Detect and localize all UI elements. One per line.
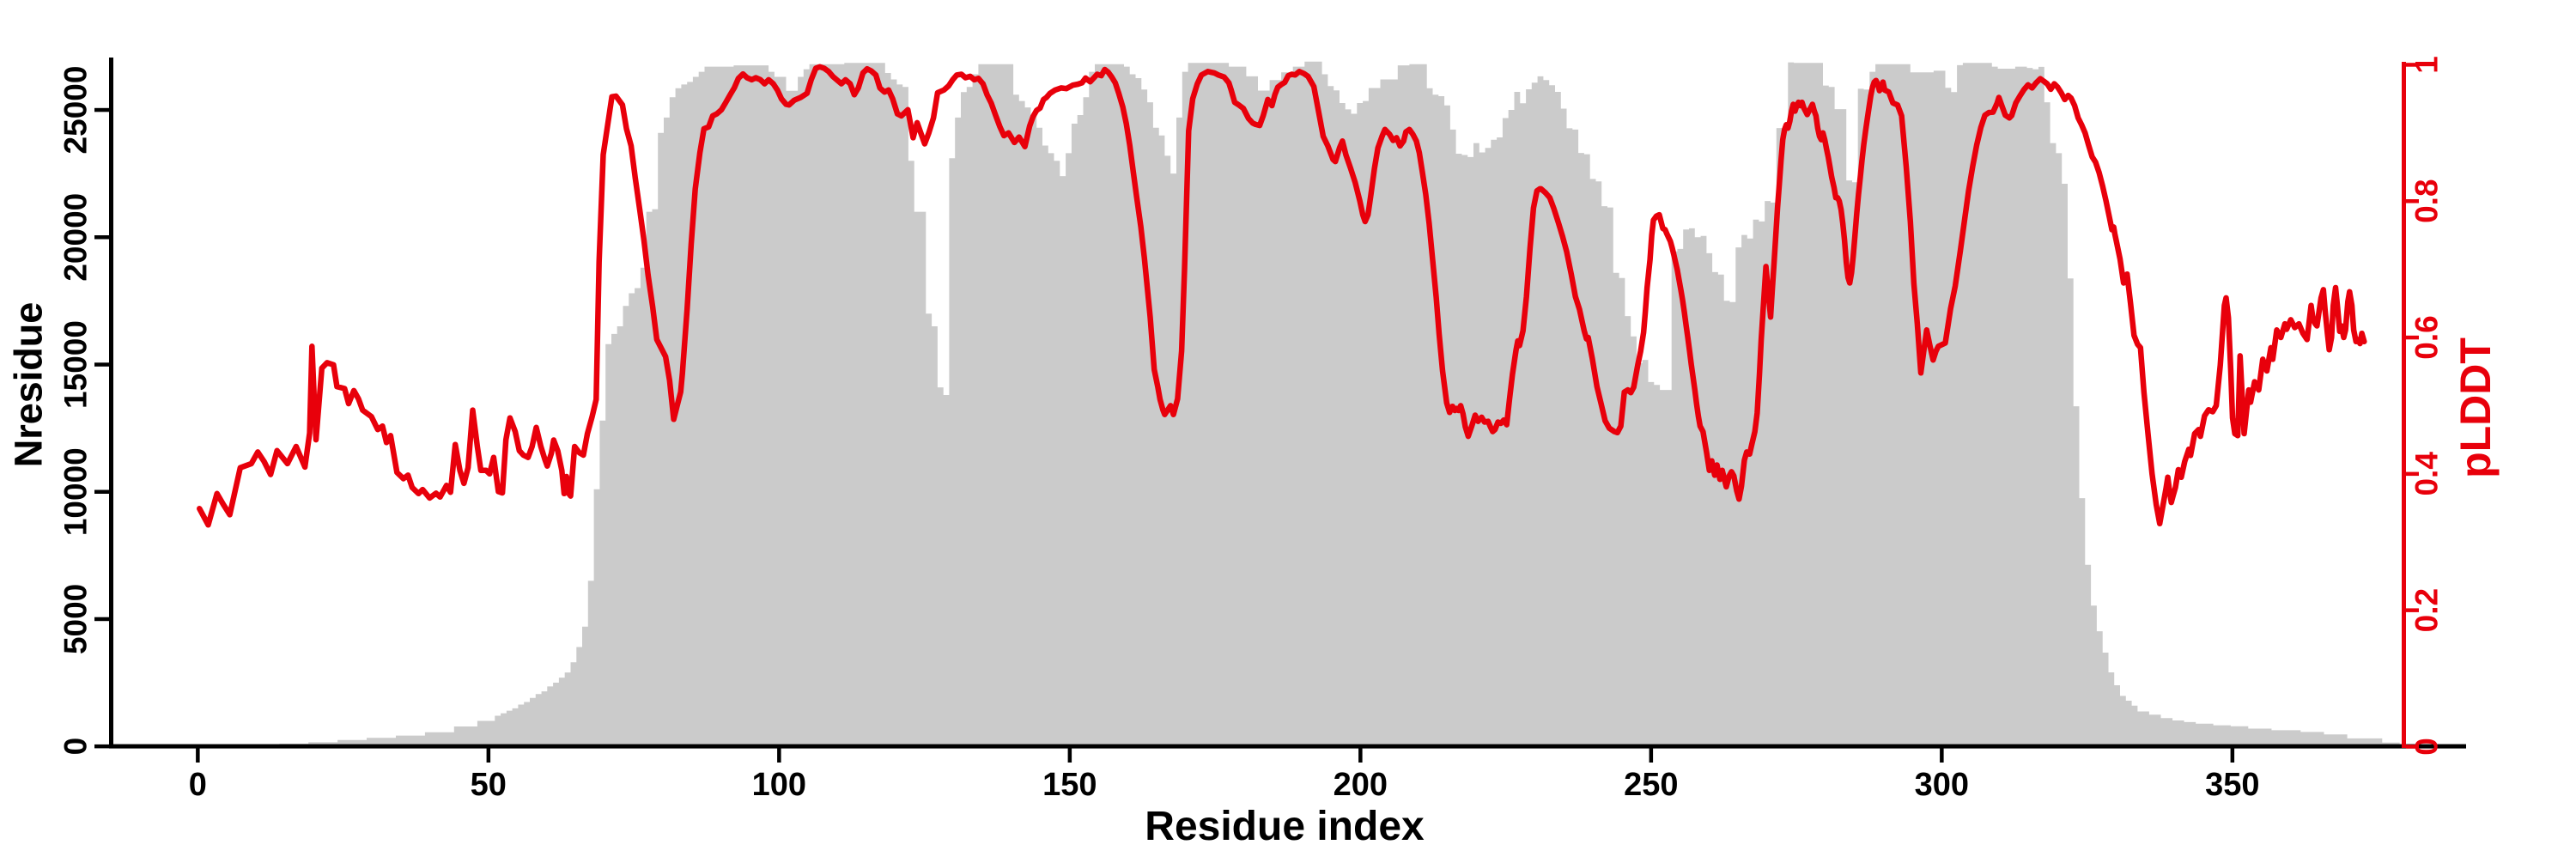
svg-text:0.4: 0.4	[2409, 452, 2445, 496]
svg-text:25000: 25000	[58, 66, 94, 155]
svg-text:20000: 20000	[58, 193, 94, 282]
svg-text:250: 250	[1624, 767, 1678, 803]
svg-text:5000: 5000	[58, 584, 94, 654]
svg-text:0: 0	[189, 767, 207, 803]
svg-text:150: 150	[1042, 767, 1097, 803]
svg-text:350: 350	[2205, 767, 2259, 803]
svg-text:0.2: 0.2	[2409, 588, 2445, 632]
svg-text:Residue index: Residue index	[1145, 804, 1425, 849]
svg-text:Nresidue: Nresidue	[7, 302, 51, 468]
svg-text:10000: 10000	[58, 447, 94, 536]
svg-text:pLDDT: pLDDT	[2451, 337, 2500, 478]
svg-text:15000: 15000	[58, 320, 94, 409]
svg-text:1: 1	[2409, 56, 2445, 74]
svg-text:0.8: 0.8	[2409, 179, 2445, 222]
svg-text:0: 0	[58, 738, 94, 756]
svg-text:0: 0	[2409, 738, 2445, 756]
svg-text:200: 200	[1334, 767, 1388, 803]
svg-text:50: 50	[471, 767, 507, 803]
svg-text:100: 100	[752, 767, 806, 803]
svg-text:0.6: 0.6	[2409, 315, 2445, 359]
svg-text:300: 300	[1915, 767, 1969, 803]
